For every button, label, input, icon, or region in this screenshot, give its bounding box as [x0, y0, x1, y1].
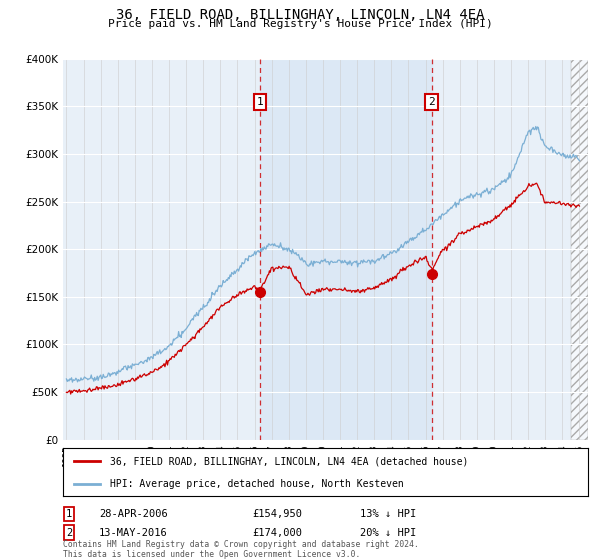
Text: 36, FIELD ROAD, BILLINGHAY, LINCOLN, LN4 4EA (detached house): 36, FIELD ROAD, BILLINGHAY, LINCOLN, LN4… [110, 456, 469, 466]
Text: 1: 1 [257, 97, 263, 106]
Bar [260, 59, 432, 440]
Text: 13-MAY-2016: 13-MAY-2016 [99, 528, 168, 538]
Text: 20% ↓ HPI: 20% ↓ HPI [360, 528, 416, 538]
Text: 13% ↓ HPI: 13% ↓ HPI [360, 509, 416, 519]
Text: 2: 2 [66, 528, 72, 538]
Text: £154,950: £154,950 [252, 509, 302, 519]
Text: £174,000: £174,000 [252, 528, 302, 538]
Text: 36, FIELD ROAD, BILLINGHAY, LINCOLN, LN4 4EA: 36, FIELD ROAD, BILLINGHAY, LINCOLN, LN4… [116, 8, 484, 22]
Text: Price paid vs. HM Land Registry's House Price Index (HPI): Price paid vs. HM Land Registry's House … [107, 19, 493, 29]
Text: 28-APR-2006: 28-APR-2006 [99, 509, 168, 519]
Text: 1: 1 [66, 509, 72, 519]
Text: Contains HM Land Registry data © Crown copyright and database right 2024.
This d: Contains HM Land Registry data © Crown c… [63, 540, 419, 559]
Text: 2: 2 [428, 97, 435, 106]
Text: HPI: Average price, detached house, North Kesteven: HPI: Average price, detached house, Nort… [110, 479, 404, 489]
